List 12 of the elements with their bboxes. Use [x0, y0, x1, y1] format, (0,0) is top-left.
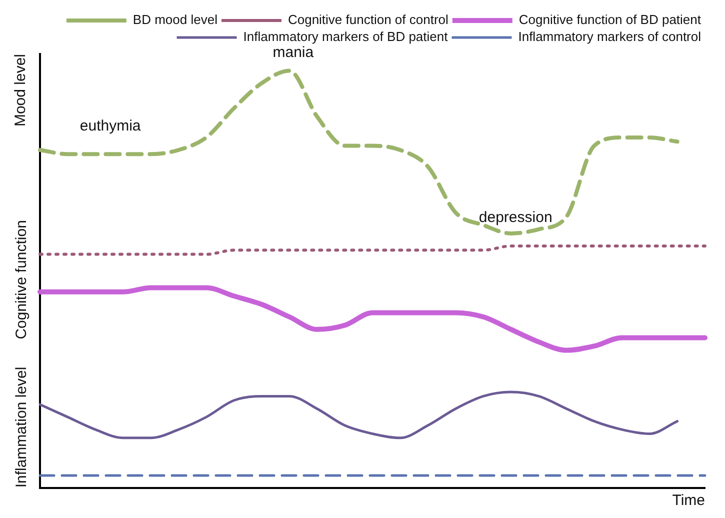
annotation: depression — [478, 208, 552, 226]
legend-label: Cognitive function of control — [288, 12, 449, 28]
x-axis-title: Time — [672, 492, 705, 510]
text: Cognitive function — [13, 220, 30, 340]
annotation: euthymia — [80, 118, 142, 135]
legend-label: BD mood level — [132, 12, 218, 28]
legend-label: Inflammatory markers of BD patient — [243, 29, 448, 44]
text: Inflammation level — [13, 366, 30, 488]
legend-label: Inflammatory markers of control — [518, 29, 702, 44]
legend-label: Cognitive function of BD patient — [518, 12, 702, 28]
text: mania — [272, 44, 314, 61]
y-axis-title: Mood level — [12, 54, 30, 127]
